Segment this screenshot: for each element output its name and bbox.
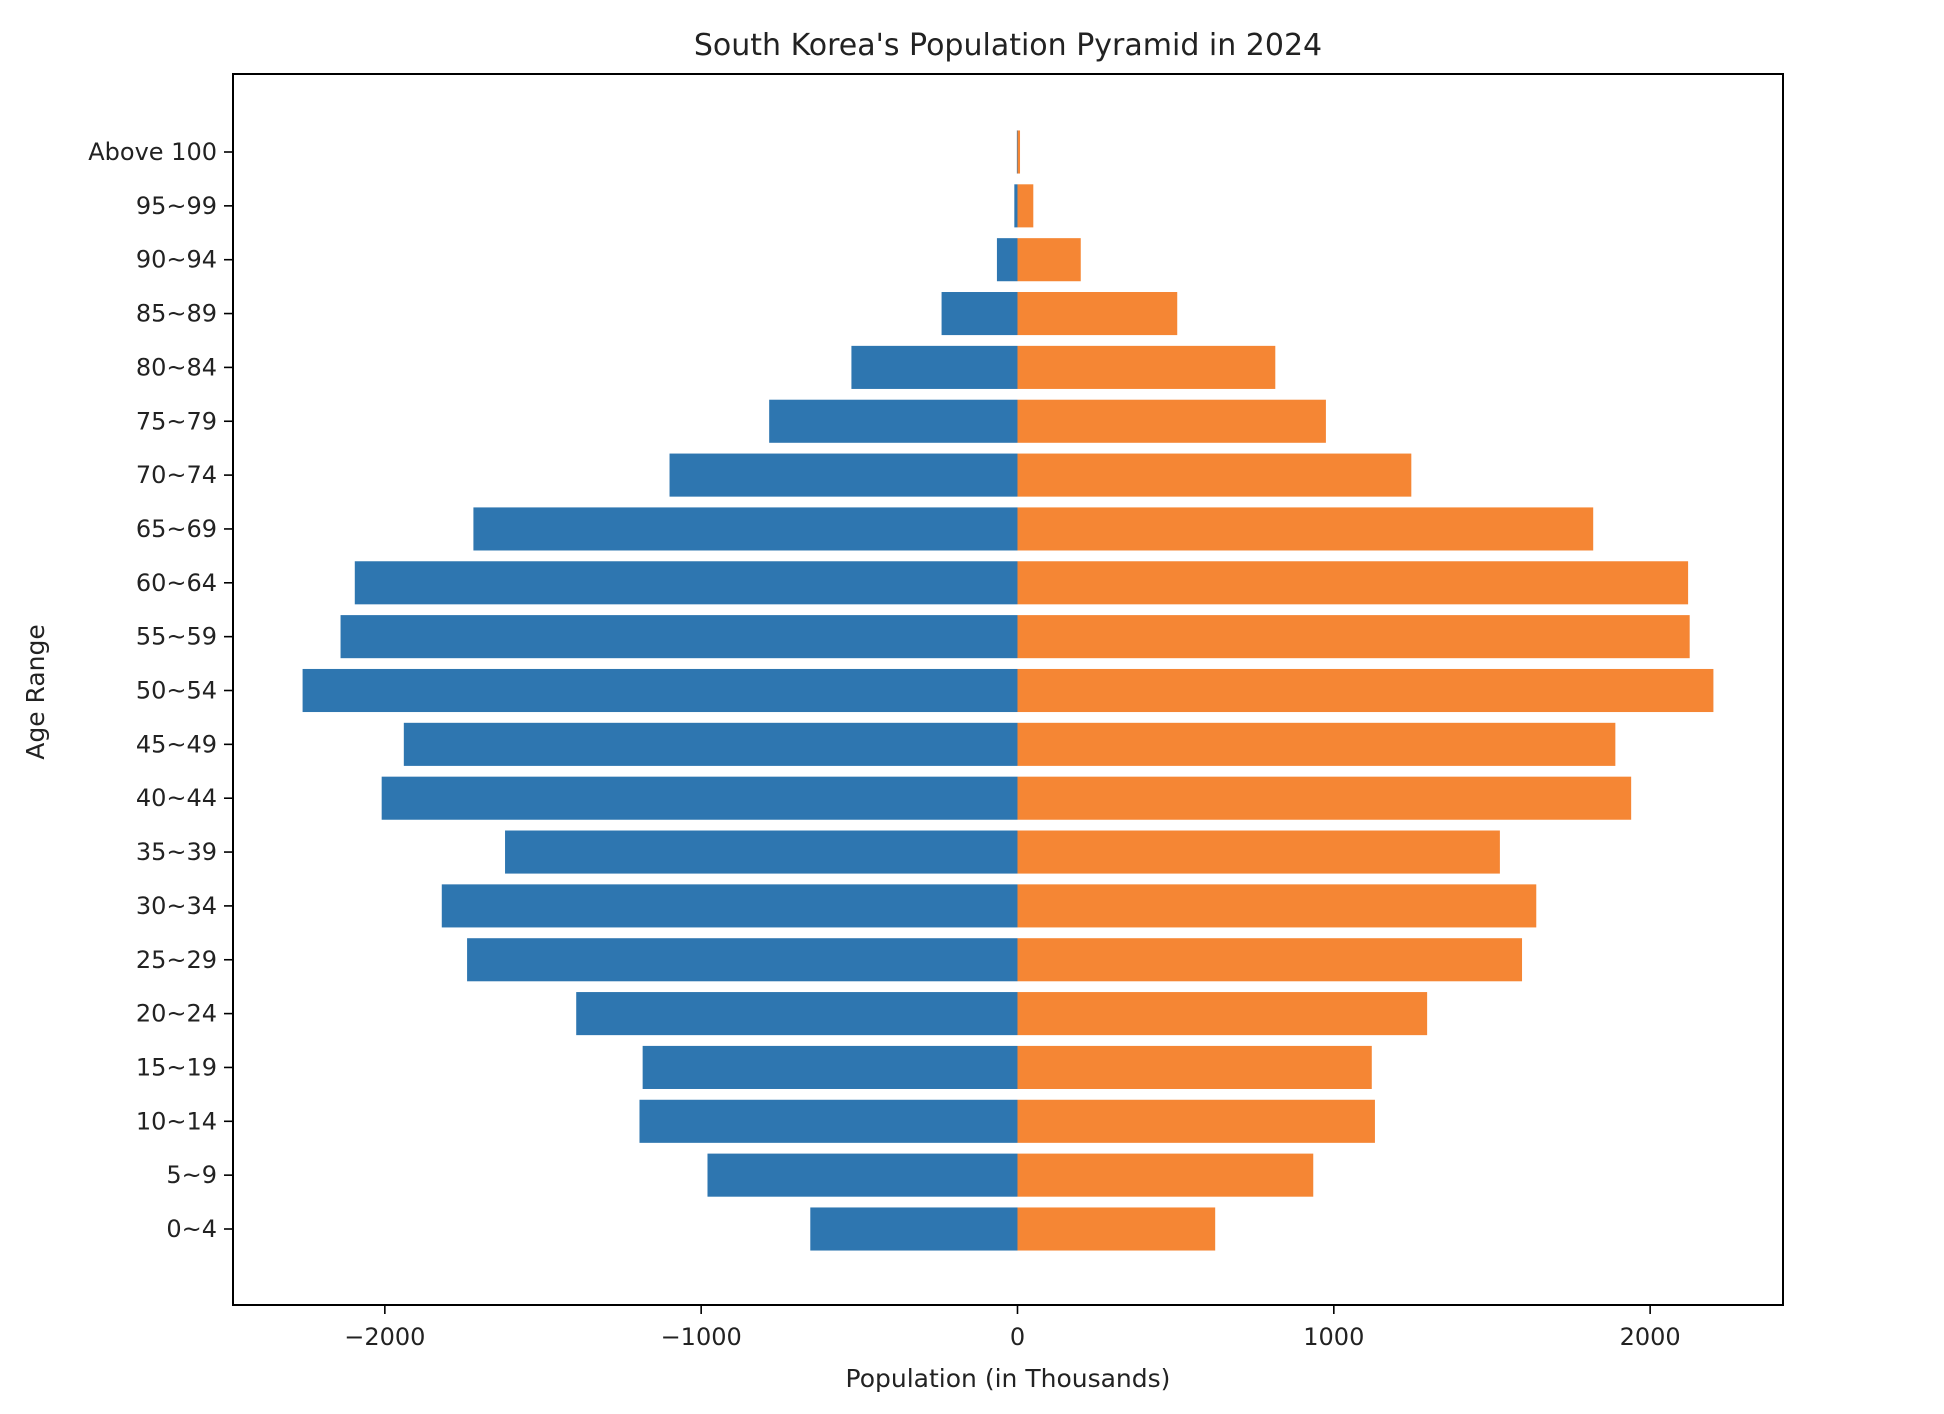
bar-series-0-Above-100 [1016, 130, 1018, 174]
y-tick-label: 25~29 [136, 946, 217, 974]
bar-series-1-10-14 [1017, 1099, 1375, 1143]
bar-series-0-5-9 [707, 1153, 1018, 1197]
x-axis-label: Population (in Thousands) [846, 1364, 1171, 1393]
bar-series-0-85-89 [941, 292, 1018, 336]
x-tick-label: 0 [1010, 1323, 1025, 1351]
bar-series-1-85-89 [1017, 292, 1178, 336]
y-tick-label: 95~99 [136, 192, 217, 220]
y-tick-label: 35~39 [136, 838, 217, 866]
bar-series-1-50-54 [1017, 668, 1714, 713]
bar-series-0-50-54 [302, 668, 1018, 713]
bar-series-0-65-69 [473, 507, 1018, 551]
x-tick-label: 2000 [1620, 1323, 1681, 1351]
bar-series-0-70-74 [669, 453, 1018, 497]
bar-series-1-30-34 [1017, 884, 1537, 928]
y-tick-label: 0~4 [166, 1215, 217, 1243]
x-axis: −2000 −1000 0 1000 2000 [344, 1305, 1681, 1351]
y-tick-label: 75~79 [136, 407, 217, 435]
bar-series-0-10-14 [639, 1099, 1018, 1143]
bar-series-0-55-59 [340, 615, 1018, 659]
y-tick-label: 50~54 [136, 677, 217, 705]
bar-series-0-0-4 [810, 1207, 1018, 1251]
bar-series-0-75-79 [769, 399, 1018, 443]
y-tick-label: 60~64 [136, 569, 217, 597]
bar-series-0-45-49 [403, 722, 1018, 766]
bar-series-1-65-69 [1017, 507, 1594, 551]
bar-series-1-45-49 [1017, 722, 1616, 766]
bar-series-1-15-19 [1017, 1045, 1372, 1089]
y-tick-label: 5~9 [166, 1161, 217, 1189]
y-tick-label: Above 100 [88, 138, 217, 166]
y-tick-label: 85~89 [136, 300, 217, 328]
y-axis-label: Age Range [21, 624, 50, 760]
y-tick-label: 30~34 [136, 892, 217, 920]
bar-series-1-35-39 [1017, 830, 1500, 874]
chart-title: South Korea's Population Pyramid in 2024 [694, 28, 1322, 63]
bar-series-0-90-94 [996, 238, 1018, 282]
y-tick-label: 15~19 [136, 1053, 217, 1081]
y-tick-label: 70~74 [136, 461, 217, 489]
bar-series-0-25-29 [467, 938, 1018, 982]
y-tick-label: 45~49 [136, 730, 217, 758]
bar-series-1-80-84 [1017, 345, 1276, 389]
bar-series-0-80-84 [851, 345, 1018, 389]
plot-area-frame [232, 73, 1784, 1306]
y-tick-label: 65~69 [136, 515, 217, 543]
y-tick-label: 10~14 [136, 1107, 217, 1135]
bar-series-1-0-4 [1017, 1207, 1216, 1251]
y-tick-label: 40~44 [136, 784, 217, 812]
bar-series-1-Above-100 [1017, 130, 1021, 174]
bar-series-1-55-59 [1017, 615, 1690, 659]
bar-series-1-90-94 [1017, 238, 1081, 282]
bar-series-1-60-64 [1017, 561, 1689, 605]
bar-series-1-25-29 [1017, 938, 1523, 982]
bar-series-1-40-44 [1017, 776, 1632, 820]
y-tick-label: 80~84 [136, 353, 217, 381]
bar-series-1-95-99 [1017, 184, 1034, 228]
bar-series-0-15-19 [642, 1045, 1018, 1089]
bar-series-0-30-34 [441, 884, 1018, 928]
bar-series-1-5-9 [1017, 1153, 1314, 1197]
y-tick-label: 90~94 [136, 246, 217, 274]
bar-series-0-95-99 [1014, 184, 1018, 228]
bar-series-1-75-79 [1017, 399, 1326, 443]
x-tick-label: −1000 [661, 1323, 742, 1351]
bar-series-0-35-39 [505, 830, 1018, 874]
y-axis: 0~4 5~9 10~14 15~19 20~24 25~29 30~34 35~39 40~4… [88, 138, 233, 1243]
bar-series-1-70-74 [1017, 453, 1412, 497]
bar-series-0-20-24 [576, 992, 1018, 1036]
y-tick-label: 55~59 [136, 623, 217, 651]
x-tick-label: −2000 [344, 1323, 425, 1351]
bar-series-1-20-24 [1017, 992, 1428, 1036]
y-tick-label: 20~24 [136, 1000, 217, 1028]
x-tick-label: 1000 [1303, 1323, 1364, 1351]
bars-group [302, 130, 1714, 1251]
bar-series-0-40-44 [381, 776, 1018, 820]
bar-series-0-60-64 [354, 561, 1018, 605]
